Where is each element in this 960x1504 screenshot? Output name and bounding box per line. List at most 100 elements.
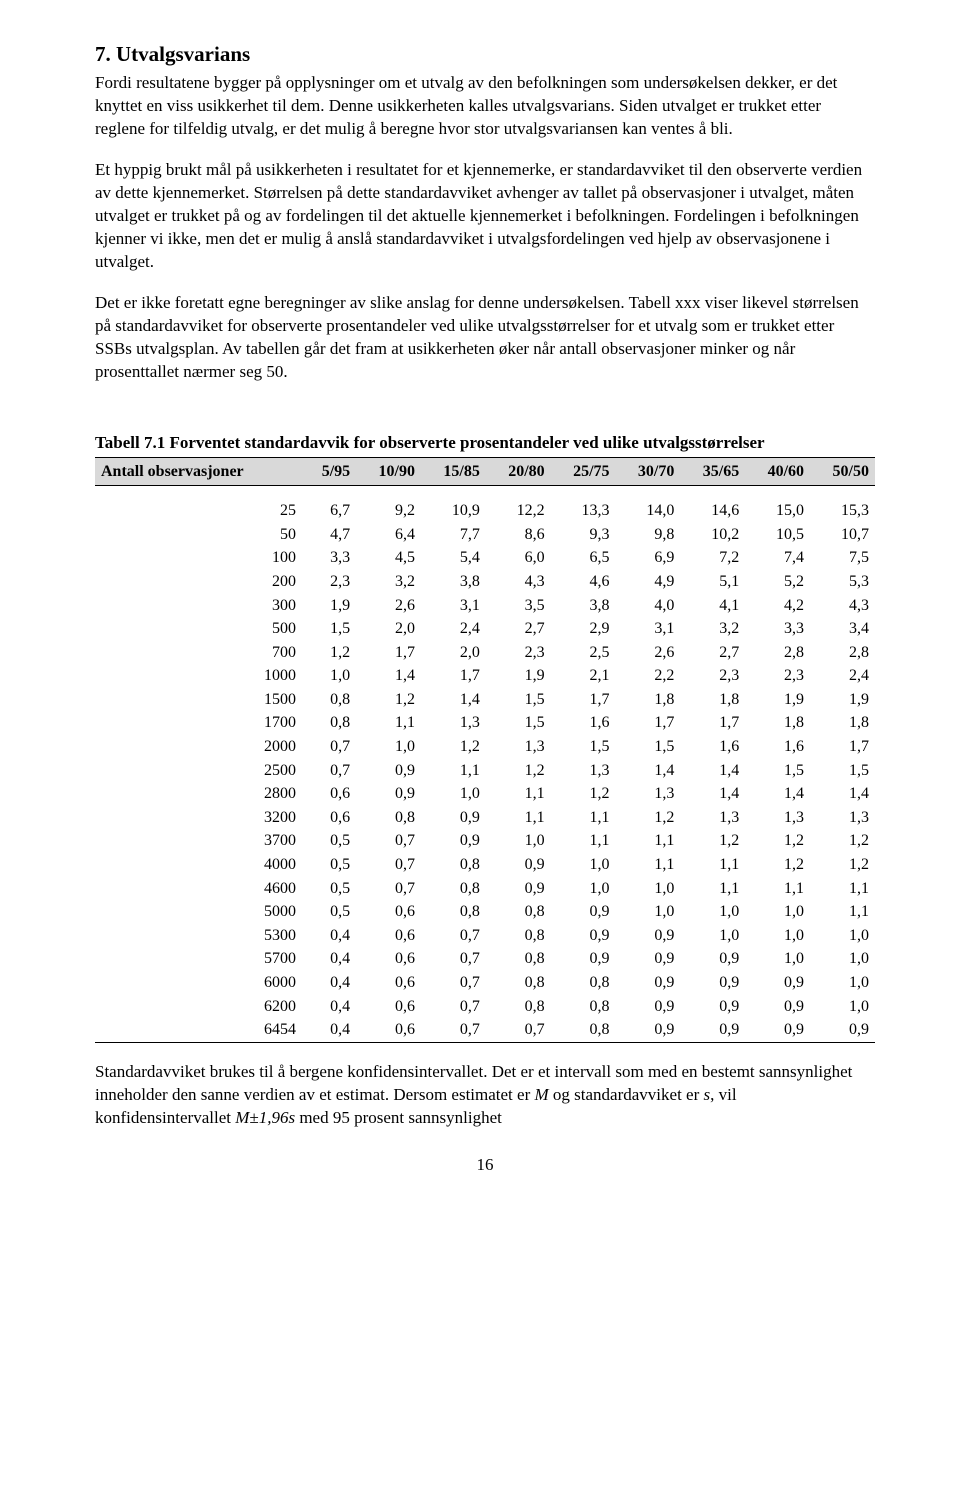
table-cell: 1,9	[745, 688, 810, 712]
table-cell: 6,5	[551, 546, 616, 570]
table-cell: 9,8	[616, 523, 681, 547]
table-cell: 0,9	[616, 971, 681, 995]
table-cell: 6,7	[302, 486, 356, 523]
table-cell: 0,7	[356, 877, 421, 901]
table-cell: 3700	[95, 829, 302, 853]
col-header: 20/80	[486, 457, 551, 486]
table-cell: 0,9	[356, 782, 421, 806]
col-header: 30/70	[616, 457, 681, 486]
table-cell: 7,4	[745, 546, 810, 570]
table-cell: 300	[95, 594, 302, 618]
table-cell: 0,8	[421, 900, 486, 924]
table-row: 64540,40,60,70,70,80,90,90,90,9	[95, 1018, 875, 1042]
table-cell: 2,2	[616, 664, 681, 688]
table-cell: 1,4	[356, 664, 421, 688]
table-cell: 0,8	[486, 947, 551, 971]
table-cell: 3,8	[421, 570, 486, 594]
table-cell: 5000	[95, 900, 302, 924]
table-cell: 6454	[95, 1018, 302, 1042]
table-cell: 1,4	[810, 782, 875, 806]
table-cell: 0,5	[302, 877, 356, 901]
table-row: 5001,52,02,42,72,93,13,23,33,4	[95, 617, 875, 641]
col-header: Antall observasjoner	[95, 457, 302, 486]
table-cell: 1,1	[421, 759, 486, 783]
table-cell: 1,1	[680, 853, 745, 877]
table-cell: 1,9	[302, 594, 356, 618]
table-cell: 2,4	[810, 664, 875, 688]
table-cell: 25	[95, 486, 302, 523]
table-cell: 0,4	[302, 924, 356, 948]
table-row: 3001,92,63,13,53,84,04,14,24,3	[95, 594, 875, 618]
table-row: 15000,81,21,41,51,71,81,81,91,9	[95, 688, 875, 712]
table-cell: 50	[95, 523, 302, 547]
table-row: 60000,40,60,70,80,80,90,90,91,0	[95, 971, 875, 995]
table-cell: 1700	[95, 711, 302, 735]
table-cell: 2,8	[745, 641, 810, 665]
table-cell: 4000	[95, 853, 302, 877]
table-cell: 1,8	[810, 711, 875, 735]
table-cell: 0,9	[486, 853, 551, 877]
table-cell: 3,1	[616, 617, 681, 641]
table-cell: 10,7	[810, 523, 875, 547]
table-cell: 1,3	[551, 759, 616, 783]
table-cell: 1,2	[745, 829, 810, 853]
table-cell: 200	[95, 570, 302, 594]
table-cell: 1,0	[421, 782, 486, 806]
formula: M±1,96s	[235, 1108, 295, 1127]
table-cell: 1,1	[745, 877, 810, 901]
table-cell: 0,7	[486, 1018, 551, 1042]
table-cell: 3,3	[745, 617, 810, 641]
table-cell: 3,2	[356, 570, 421, 594]
table-cell: 1,0	[810, 924, 875, 948]
table-cell: 1,0	[551, 877, 616, 901]
table-row: 1003,34,55,46,06,56,97,27,47,5	[95, 546, 875, 570]
table-cell: 1,5	[745, 759, 810, 783]
table-cell: 0,4	[302, 1018, 356, 1042]
table-cell: 0,7	[356, 853, 421, 877]
table-cell: 1,0	[680, 900, 745, 924]
table-cell: 0,6	[356, 1018, 421, 1042]
table-cell: 1,6	[745, 735, 810, 759]
table-cell: 3,8	[551, 594, 616, 618]
table-cell: 1,2	[745, 853, 810, 877]
table-cell: 500	[95, 617, 302, 641]
col-header: 50/50	[810, 457, 875, 486]
table-cell: 4,2	[745, 594, 810, 618]
table-cell: 1,3	[810, 806, 875, 830]
table-row: 62000,40,60,70,80,80,90,90,91,0	[95, 995, 875, 1019]
table-cell: 2,6	[356, 594, 421, 618]
table-cell: 1,1	[486, 782, 551, 806]
table-row: 32000,60,80,91,11,11,21,31,31,3	[95, 806, 875, 830]
table-cell: 2,5	[551, 641, 616, 665]
table-cell: 3,2	[680, 617, 745, 641]
table-cell: 1,3	[745, 806, 810, 830]
table-cell: 1,0	[810, 971, 875, 995]
table-cell: 3,3	[302, 546, 356, 570]
text: og standardavviket er	[549, 1085, 704, 1104]
table-cell: 1,0	[616, 900, 681, 924]
table-cell: 0,9	[745, 995, 810, 1019]
table-cell: 2,6	[616, 641, 681, 665]
table-cell: 5700	[95, 947, 302, 971]
table-title: Tabell 7.1 Forventet standardavvik for o…	[95, 432, 875, 455]
table-cell: 1500	[95, 688, 302, 712]
table-cell: 4,6	[551, 570, 616, 594]
table-cell: 0,9	[551, 900, 616, 924]
col-header: 35/65	[680, 457, 745, 486]
table-cell: 1,2	[810, 853, 875, 877]
table-cell: 5,4	[421, 546, 486, 570]
table-cell: 1,6	[551, 711, 616, 735]
table-cell: 1,1	[810, 900, 875, 924]
table-row: 2002,33,23,84,34,64,95,15,25,3	[95, 570, 875, 594]
table-cell: 0,4	[302, 947, 356, 971]
table-cell: 1,9	[486, 664, 551, 688]
table-cell: 0,8	[486, 900, 551, 924]
table-row: 53000,40,60,70,80,90,91,01,01,0	[95, 924, 875, 948]
table-cell: 100	[95, 546, 302, 570]
table-cell: 6000	[95, 971, 302, 995]
table-cell: 1,9	[810, 688, 875, 712]
table-cell: 0,7	[356, 829, 421, 853]
table-cell: 1,2	[551, 782, 616, 806]
table-cell: 2000	[95, 735, 302, 759]
table-cell: 1,2	[616, 806, 681, 830]
